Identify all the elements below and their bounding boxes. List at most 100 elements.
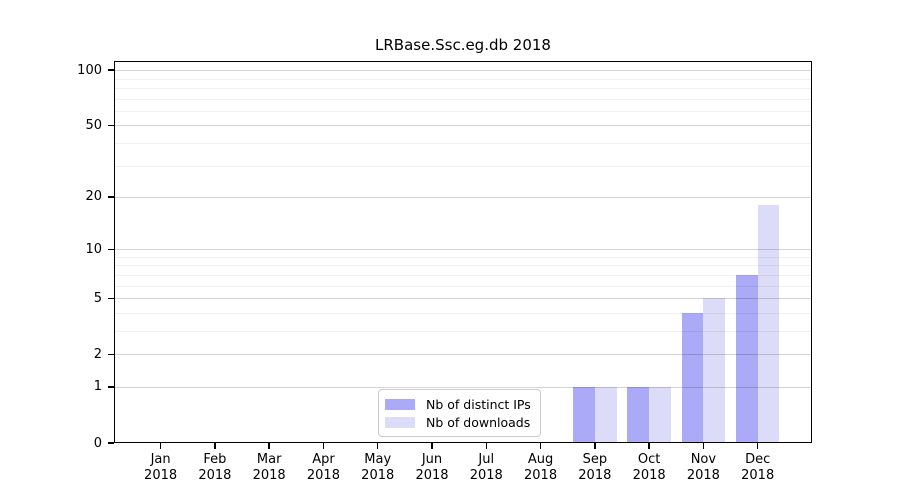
y-tick-mark-5 <box>108 297 114 299</box>
bar-nb-of-downloads-nov-2018 <box>703 298 726 443</box>
x-tick-month: Mar <box>256 452 282 467</box>
legend-rows: Nb of distinct IPs Nb of downloads <box>385 395 531 431</box>
y-tick-mark-2 <box>108 353 114 355</box>
x-tick-mark-jun <box>431 443 433 449</box>
y-tick-label-20: 20 <box>85 189 102 205</box>
bar-nb-of-downloads-sep-2018 <box>594 386 617 443</box>
y-tick-label-1: 1 <box>93 379 102 395</box>
y-tick-label-100: 100 <box>77 62 102 78</box>
gridline-major-5 <box>114 298 812 300</box>
bar-nb-of-downloads-dec-2018 <box>757 205 780 443</box>
y-tick-mark-10 <box>108 248 114 250</box>
y-tick-mark-50 <box>108 124 114 126</box>
x-tick-year: 2018 <box>578 468 612 483</box>
gridline-minor-30 <box>114 165 812 167</box>
x-tick-year: 2018 <box>632 468 666 483</box>
x-tick-mark-oct <box>648 443 650 449</box>
gridline-minor-90 <box>114 78 812 80</box>
bar-nb-of-distinct-ips-nov-2018 <box>681 312 704 443</box>
bar-nb-of-downloads-oct-2018 <box>649 386 671 443</box>
x-tick-month: Feb <box>203 452 227 467</box>
gridline-minor-80 <box>114 87 812 89</box>
x-tick-mark-feb <box>214 443 216 449</box>
x-tick-mark-jan <box>159 443 162 449</box>
x-tick-label-mar: Mar 2018 <box>234 452 304 484</box>
chart-title: LRBase.Ssc.eg.db 2018 <box>375 36 551 54</box>
x-tick-year: 2018 <box>144 468 178 483</box>
x-tick-mark-apr <box>322 443 325 449</box>
y-tick-mark-0 <box>108 442 114 444</box>
x-tick-mark-sep <box>594 443 596 449</box>
x-tick-year: 2018 <box>686 468 720 483</box>
legend-row-nb-of-downloads: Nb of downloads <box>385 413 531 431</box>
x-tick-year: 2018 <box>741 468 775 483</box>
y-tick-label-5: 5 <box>93 290 102 306</box>
y-tick-mark-20 <box>108 196 114 198</box>
gridline-major-10 <box>114 249 812 251</box>
x-tick-label-jan: Jan 2018 <box>126 452 196 484</box>
y-tick-label-2: 2 <box>93 346 102 362</box>
x-tick-label-sep: Sep 2018 <box>560 452 630 484</box>
x-tick-year: 2018 <box>252 468 286 483</box>
x-tick-label-dec: Dec 2018 <box>723 452 793 484</box>
x-tick-mark-jul <box>485 443 487 449</box>
x-tick-label-may: May 2018 <box>343 452 413 484</box>
x-tick-label-jul: Jul 2018 <box>451 452 521 484</box>
x-tick-month: Nov <box>690 452 717 467</box>
gridline-minor-3 <box>114 330 812 332</box>
x-tick-mark-nov <box>702 443 705 449</box>
y-tick-label-50: 50 <box>85 117 102 133</box>
gridline-minor-4 <box>114 312 812 314</box>
x-tick-label-oct: Oct 2018 <box>614 452 684 484</box>
bar-nb-of-distinct-ips-oct-2018 <box>627 386 650 443</box>
x-tick-month: Oct <box>637 452 661 467</box>
plot-area <box>114 61 812 443</box>
x-tick-month: Apr <box>312 452 335 467</box>
gridline-major-50 <box>114 125 812 127</box>
x-tick-mark-dec <box>756 443 759 449</box>
x-tick-mark-may <box>377 443 379 449</box>
legend-label-nb-of-downloads: Nb of downloads <box>426 414 531 430</box>
x-tick-year: 2018 <box>198 468 232 483</box>
gridline-major-1 <box>114 386 812 388</box>
legend-label-nb-of-distinct-ips: Nb of distinct IPs <box>426 396 531 412</box>
x-tick-month: May <box>364 452 392 467</box>
y-tick-mark-1 <box>108 386 114 388</box>
x-tick-year: 2018 <box>306 468 340 483</box>
x-tick-label-apr: Apr 2018 <box>288 452 358 484</box>
y-tick-mark-100 <box>108 69 114 71</box>
gridline-minor-7 <box>114 274 812 276</box>
x-tick-month: Sep <box>582 452 608 467</box>
gridline-major-100 <box>114 70 812 72</box>
x-tick-year: 2018 <box>415 468 449 483</box>
x-tick-month: Jan <box>150 452 171 467</box>
x-tick-year: 2018 <box>469 468 503 483</box>
x-tick-month: Jul <box>478 452 495 467</box>
gridline-minor-40 <box>114 142 812 144</box>
legend: Nb of distinct IPs Nb of downloads <box>378 389 541 437</box>
x-tick-mark-mar <box>268 443 270 449</box>
x-tick-label-jun: Jun 2018 <box>397 452 467 484</box>
gridline-minor-60 <box>114 110 812 112</box>
x-tick-label-feb: Feb 2018 <box>180 452 250 484</box>
gridline-major-2 <box>114 354 812 356</box>
bar-nb-of-distinct-ips-sep-2018 <box>573 386 595 443</box>
y-tick-label-0: 0 <box>93 435 102 451</box>
gridline-minor-8 <box>114 265 812 267</box>
gridline-minor-70 <box>114 98 812 100</box>
legend-row-nb-of-distinct-ips: Nb of distinct IPs <box>385 395 531 413</box>
x-tick-mark-aug <box>539 443 542 449</box>
y-tick-label-10: 10 <box>85 241 102 257</box>
x-tick-month: Jun <box>421 452 443 467</box>
x-tick-month: Dec <box>745 452 771 467</box>
x-tick-label-nov: Nov 2018 <box>668 452 738 484</box>
x-tick-year: 2018 <box>361 468 395 483</box>
gridline-major-20 <box>114 196 812 198</box>
legend-swatch-nb-of-distinct-ips <box>385 398 415 410</box>
gridline-minor-9 <box>114 256 812 258</box>
x-tick-month: Aug <box>527 452 554 467</box>
x-tick-year: 2018 <box>524 468 558 483</box>
legend-swatch-nb-of-downloads <box>385 416 415 428</box>
x-tick-label-aug: Aug 2018 <box>506 452 576 484</box>
